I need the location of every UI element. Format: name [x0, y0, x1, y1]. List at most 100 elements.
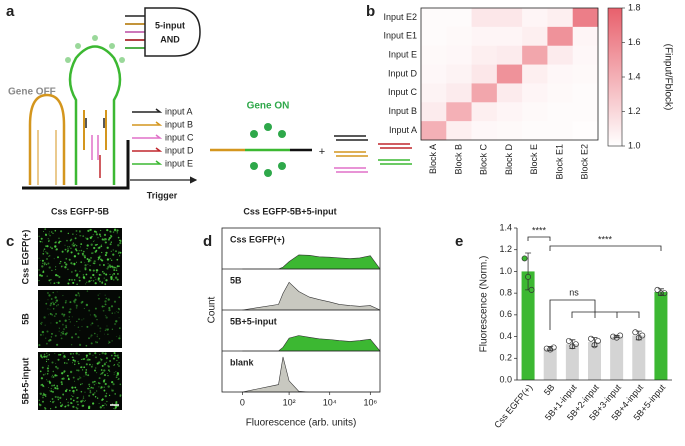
significance: ns	[569, 287, 579, 297]
y-tick-label: Input D	[388, 68, 418, 78]
y-tick-label: Input B	[388, 106, 417, 116]
fluorescent-cell	[77, 252, 80, 255]
fluorescent-cell	[48, 231, 50, 233]
fluorescent-cell	[46, 379, 48, 381]
bar	[543, 348, 557, 380]
track-label: 5B+5-input	[230, 316, 277, 326]
hairpin-stem	[83, 110, 107, 150]
fluorescent-cell	[51, 313, 53, 316]
fluorescent-cell	[99, 293, 101, 295]
fluorescent-cell	[80, 261, 83, 264]
fluorescent-cell	[76, 283, 78, 285]
data-point	[595, 337, 601, 344]
fluorescent-cell	[101, 399, 104, 401]
y-axis-label: Count	[207, 296, 218, 323]
fluorescent-cell	[51, 247, 54, 250]
fluorescent-cell	[71, 362, 74, 364]
significance-brackets	[527, 236, 662, 330]
data-point	[639, 332, 646, 339]
heatmap-cell	[547, 102, 574, 122]
fluorescent-cell	[113, 229, 117, 232]
fluorescent-cell	[95, 262, 97, 264]
bar	[654, 292, 668, 380]
fluorescent-cell	[59, 396, 62, 400]
fluorescent-cell	[61, 372, 64, 375]
plot-frame	[221, 227, 381, 393]
fluorescent-cell	[92, 252, 94, 254]
fluorescent-cell	[110, 241, 113, 243]
heatmap-cell	[547, 26, 574, 47]
fluorescent-cell	[82, 404, 85, 407]
fluorescent-cell	[108, 369, 110, 371]
fluorescent-cell	[112, 249, 115, 251]
fluorescent-cell	[67, 246, 69, 248]
heatmap-cell	[572, 121, 599, 141]
fluorescent-cell	[51, 384, 54, 387]
fluorescent-cell	[110, 234, 112, 237]
fluorescent-cell	[38, 344, 41, 347]
fluorescent-cell	[82, 235, 85, 237]
input-label: input C	[165, 132, 194, 142]
data-point	[572, 341, 579, 348]
fluorescent-cell	[50, 390, 53, 393]
fluorescent-cell	[44, 407, 47, 410]
fluorescent-cell	[112, 274, 114, 276]
fluorescent-cell	[114, 354, 117, 357]
fluorescent-cell	[39, 333, 42, 336]
fluorescent-cell	[49, 400, 51, 402]
fluorescent-cell	[98, 246, 101, 249]
fluorescent-cell	[77, 326, 79, 328]
fluorescent-cell	[43, 262, 46, 265]
fluorescent-cell	[105, 297, 108, 300]
fluorescent-cell	[96, 335, 99, 338]
fluorescent-cell	[116, 374, 118, 376]
fluorescent-cell	[108, 306, 111, 310]
fluorescent-cell	[69, 301, 72, 304]
fluorescent-cell	[97, 237, 99, 239]
fluorescent-cell	[58, 237, 60, 239]
fluorescent-cell	[116, 258, 119, 261]
fluorescent-cell	[80, 390, 83, 393]
heatmap-cell	[421, 64, 447, 84]
fluorescent-cell	[98, 386, 100, 388]
fluorescent-cell	[104, 352, 107, 355]
fluorescent-cell	[81, 326, 83, 328]
fluorescent-cell	[118, 337, 120, 339]
duplex	[334, 151, 368, 157]
fluorescent-cell	[52, 291, 54, 294]
fluorescent-cell	[112, 266, 115, 269]
protein-dot	[119, 57, 125, 63]
fluorescent-cell	[115, 371, 117, 373]
fluorescent-cell	[40, 274, 44, 277]
fluorescent-cell	[81, 300, 84, 303]
fluorescent-cell	[64, 248, 67, 251]
fluorescent-cell	[92, 234, 94, 236]
fluorescent-cell	[81, 252, 84, 255]
fluorescent-cell	[83, 254, 86, 258]
data-point	[657, 290, 664, 297]
heatmap-cell	[446, 26, 472, 47]
fluorescent-cell	[79, 383, 82, 386]
fluorescent-cell	[107, 342, 110, 345]
heatmap-cell	[496, 102, 523, 122]
fluorescent-cell	[71, 316, 73, 318]
fluorescent-cell	[55, 362, 57, 364]
hairpin-stem	[37, 130, 57, 185]
fluorescent-cell	[92, 393, 95, 396]
fluorescent-cell	[57, 358, 60, 361]
fluorescent-cell	[99, 406, 102, 409]
fluorescent-cell	[75, 261, 78, 263]
fluorescent-cell	[111, 340, 113, 342]
fluorescent-cell	[105, 251, 108, 254]
protein-dot	[278, 130, 286, 138]
input-label: input E	[165, 158, 193, 168]
heatmap-cell	[522, 64, 548, 84]
fluorescent-cell	[101, 251, 103, 254]
fluorescent-cell	[85, 283, 87, 285]
bar	[565, 344, 579, 380]
fluorescent-cell	[61, 265, 63, 267]
fluorescent-cell	[49, 408, 52, 410]
heatmap-cell	[421, 121, 447, 141]
input-label: input B	[165, 119, 193, 129]
y-tick-label: 0.2	[499, 353, 512, 363]
